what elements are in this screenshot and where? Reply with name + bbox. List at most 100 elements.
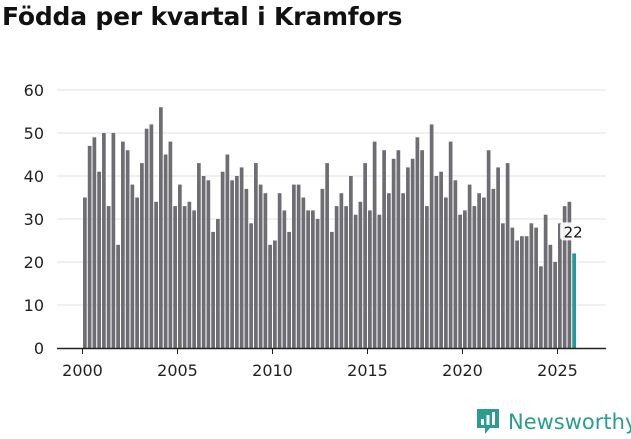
data-label: 22 xyxy=(564,223,583,241)
bar xyxy=(368,210,372,348)
data-labels: 22 xyxy=(560,222,589,241)
brand: Newsworthy xyxy=(475,406,631,438)
bar xyxy=(106,206,111,348)
bar xyxy=(230,180,234,348)
bar xyxy=(149,124,154,349)
y-tick-label: 30 xyxy=(24,210,44,229)
bar xyxy=(434,176,439,348)
bar xyxy=(125,150,130,348)
bar xyxy=(572,253,576,348)
bar xyxy=(163,154,168,348)
bar xyxy=(491,188,496,348)
bar xyxy=(87,145,92,348)
bar xyxy=(277,193,282,348)
bar xyxy=(391,158,396,348)
data-label-bg xyxy=(560,222,589,241)
bar xyxy=(477,193,481,348)
bar xyxy=(159,107,163,348)
y-axis-ticks: 0 10 20 30 40 50 60 xyxy=(24,81,44,358)
bar xyxy=(130,184,135,348)
brand-name: Newsworthy xyxy=(508,410,631,434)
y-tick-label: 40 xyxy=(24,167,44,186)
bar xyxy=(429,124,434,349)
bar xyxy=(192,210,196,348)
bar xyxy=(453,180,458,348)
bar xyxy=(273,240,277,348)
bar xyxy=(339,193,344,348)
bar xyxy=(420,150,424,348)
bar xyxy=(344,206,348,348)
bar xyxy=(311,210,315,348)
bar xyxy=(258,184,263,348)
bar xyxy=(197,163,201,348)
bar xyxy=(529,223,534,348)
bar xyxy=(187,201,192,348)
bar xyxy=(244,188,249,348)
bar xyxy=(534,227,538,348)
bar xyxy=(439,171,443,348)
bar xyxy=(325,163,329,348)
bar xyxy=(315,219,320,348)
bar xyxy=(444,197,448,348)
bar xyxy=(225,154,230,348)
bar xyxy=(396,150,401,348)
bar xyxy=(182,206,187,348)
bar xyxy=(349,176,353,348)
bar xyxy=(235,176,239,348)
y-tick-label: 0 xyxy=(34,339,44,358)
x-tick-label: 2015 xyxy=(347,361,388,380)
bar xyxy=(254,163,258,348)
bar xyxy=(306,210,310,348)
bar xyxy=(520,236,524,348)
y-tick-label: 10 xyxy=(24,296,44,315)
bar xyxy=(330,231,334,348)
bar xyxy=(562,206,567,348)
x-tick-label: 2005 xyxy=(157,361,198,380)
bar xyxy=(406,167,410,348)
bar xyxy=(425,206,429,348)
bar xyxy=(463,210,467,348)
bar xyxy=(458,214,462,348)
bar xyxy=(415,137,420,348)
bar xyxy=(249,223,253,348)
bar xyxy=(482,197,486,348)
bar xyxy=(239,167,244,348)
bar-chart: 0 10 20 30 40 50 60 2000 2005 2010 2015 2020 2025 2… xyxy=(24,81,606,380)
bar xyxy=(135,197,139,348)
bar xyxy=(363,163,367,348)
bar xyxy=(154,201,158,348)
x-axis: 2000 2005 2010 2015 2020 2025 xyxy=(57,347,606,380)
bar xyxy=(83,197,87,348)
bar xyxy=(548,244,553,348)
chart-title: Födda per kvartal i Kramfors xyxy=(2,2,403,31)
y-tick-label: 20 xyxy=(24,253,44,272)
bar xyxy=(358,201,363,348)
bar xyxy=(97,171,101,348)
bar xyxy=(111,133,116,348)
x-tick-label: 2020 xyxy=(442,361,483,380)
bar xyxy=(486,150,491,348)
bar xyxy=(334,206,339,348)
bar xyxy=(472,206,477,348)
bar xyxy=(496,167,500,348)
bar xyxy=(505,163,510,348)
y-tick-label: 50 xyxy=(24,124,44,143)
bar xyxy=(140,163,144,348)
bar xyxy=(301,197,306,348)
bar xyxy=(92,137,97,348)
bar xyxy=(121,141,125,348)
bar xyxy=(287,231,291,348)
bar xyxy=(201,176,206,348)
bar xyxy=(220,171,225,348)
bar xyxy=(211,231,215,348)
bar xyxy=(320,188,325,348)
bar xyxy=(558,223,562,348)
bar xyxy=(553,262,557,348)
bar xyxy=(144,128,149,348)
bar xyxy=(510,227,515,348)
bar xyxy=(467,184,472,348)
bars xyxy=(83,107,576,349)
bar xyxy=(263,193,268,348)
bar xyxy=(116,244,120,348)
bar xyxy=(178,184,182,348)
